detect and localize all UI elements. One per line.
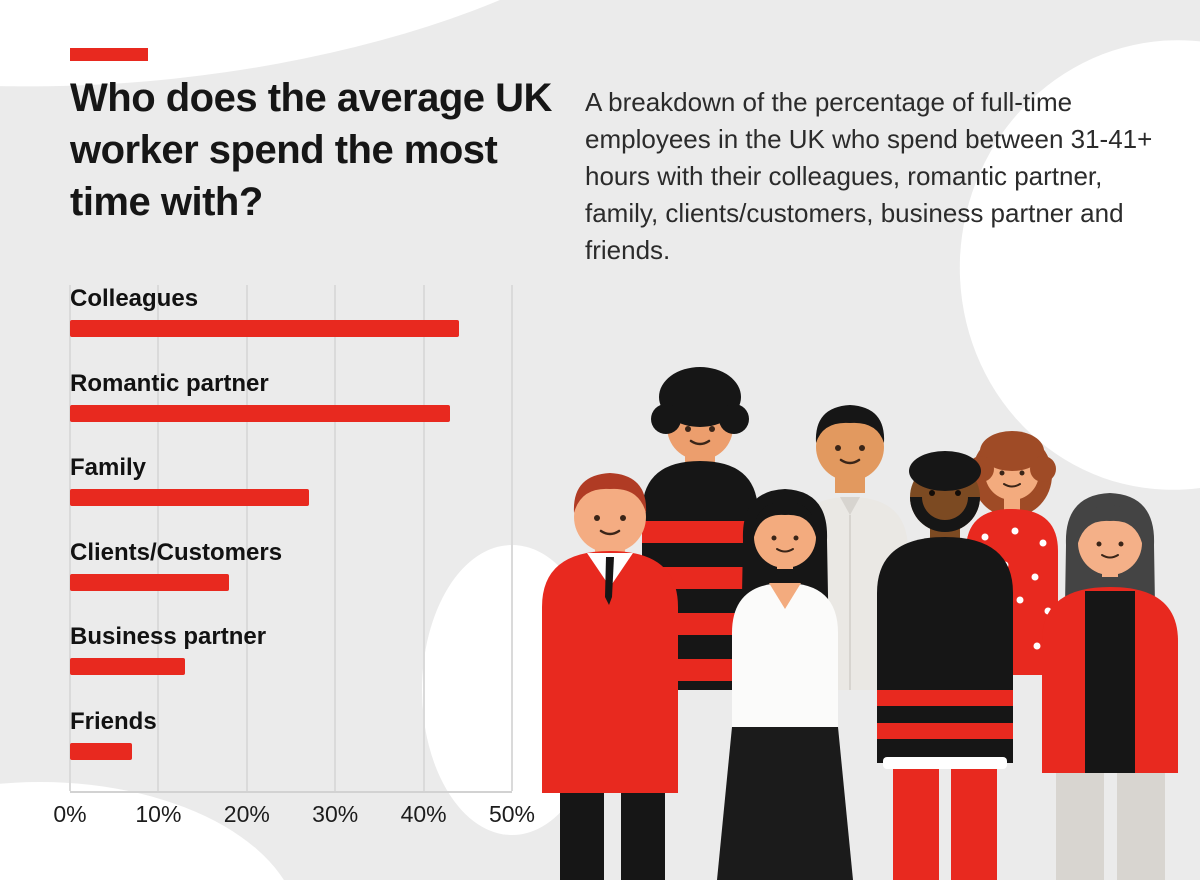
chart-row: Clients/Customers <box>70 539 512 624</box>
chart-row: Business partner <box>70 623 512 708</box>
chart-category-label: Family <box>70 454 147 482</box>
x-axis-tick-label: 50% <box>488 801 536 827</box>
chart-rows: Colleagues Romantic partner Family Clients/… <box>70 285 512 793</box>
x-axis-tick-label: 20% <box>223 801 270 827</box>
chart-bar <box>70 573 230 591</box>
chart-bar <box>70 489 309 507</box>
person-white-blouse <box>717 489 853 880</box>
group-of-workers-illustration <box>542 367 1178 880</box>
chart-row: Friends <box>70 708 512 793</box>
gridline <box>422 285 425 791</box>
person-red-cardigan <box>1042 493 1178 880</box>
person-red-sweater <box>542 473 678 880</box>
chart-category-label: Business partner <box>70 623 267 651</box>
accent-bar <box>70 48 148 61</box>
chart-bar <box>70 320 459 337</box>
chart-category-label: Romantic partner <box>70 369 269 397</box>
chart-description: A breakdown of the percentage of full-ti… <box>585 87 1153 265</box>
chart-bar <box>70 658 185 676</box>
x-axis-tick-label: 30% <box>312 801 359 827</box>
gridline <box>157 285 160 791</box>
chart-bar <box>70 742 132 760</box>
x-axis-tick-label: 40% <box>400 801 447 827</box>
gridline <box>245 285 248 791</box>
chart-category-label: Colleagues <box>70 285 199 312</box>
chart-row: Colleagues <box>70 285 512 370</box>
x-axis: 0% 10% 20% 30% 40% 50% <box>53 801 535 831</box>
x-axis-tick-label: 10% <box>135 801 182 827</box>
chart-row: Romantic partner <box>70 370 512 455</box>
chart-bar <box>70 404 451 422</box>
gridline <box>511 285 513 791</box>
person-black-sweater <box>877 451 1013 880</box>
gridline <box>334 285 337 791</box>
chart-category-label: Clients/Customers <box>70 538 283 566</box>
x-axis-tick-label: 0% <box>53 801 87 827</box>
chart-gridlines <box>69 285 513 793</box>
bar-chart: Colleagues Romantic partner Family Clients/… <box>53 285 535 845</box>
chart-category-label: Friends <box>70 707 157 735</box>
chart-row: Family <box>70 454 512 539</box>
page-title: Who does the average UK worker spend the… <box>70 76 552 224</box>
gridline <box>69 285 71 791</box>
